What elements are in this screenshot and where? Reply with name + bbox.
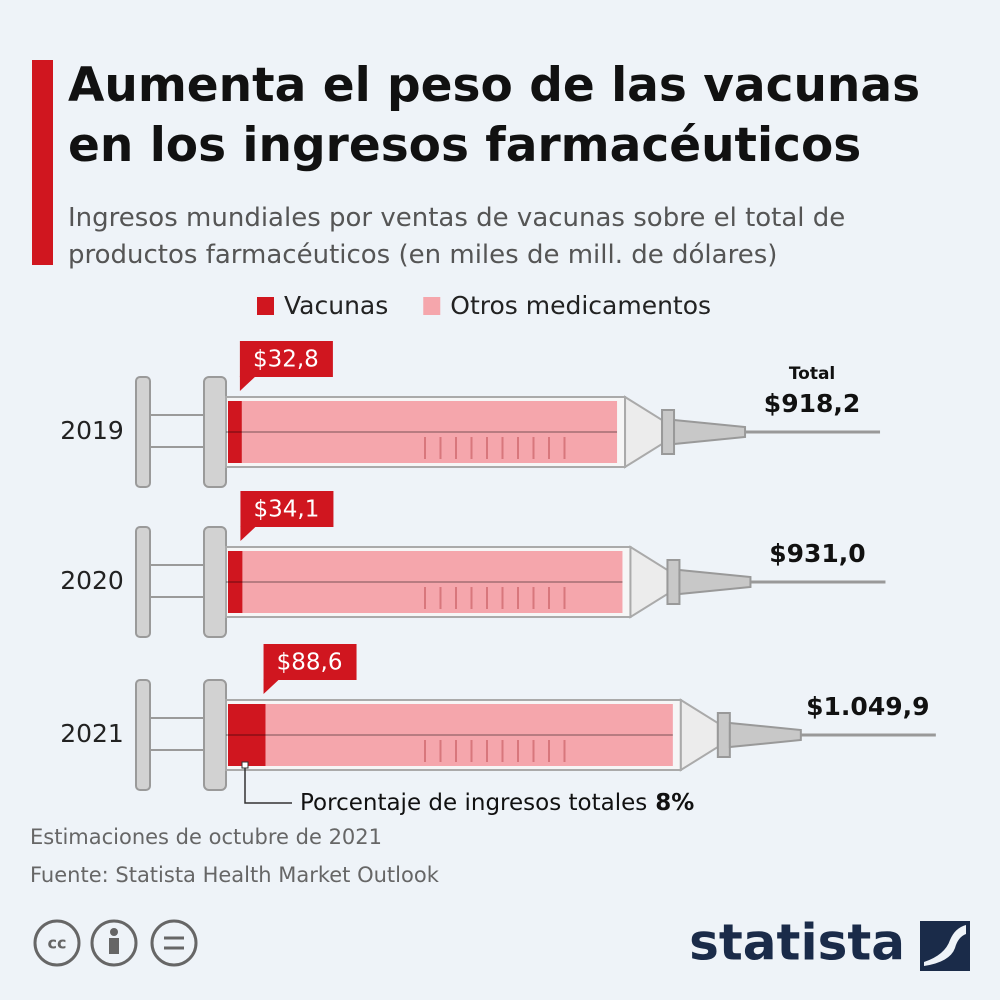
plunger-flange	[135, 526, 151, 638]
brand: statista	[689, 914, 905, 972]
legend-swatch	[257, 297, 274, 315]
annotation-marker	[241, 761, 249, 769]
svg-text:cc: cc	[48, 934, 67, 953]
text-line: Aumenta el peso de las vacunas	[68, 58, 920, 113]
title-accent	[32, 60, 53, 265]
needle-hub	[716, 712, 731, 758]
legend-label: Vacunas	[284, 291, 388, 320]
text-line: productos farmacéuticos (en miles de mil…	[68, 240, 777, 270]
category-label: 2021	[60, 719, 124, 748]
bar-segment	[228, 704, 266, 766]
value-label-pointer	[239, 376, 256, 391]
plunger-head	[203, 679, 227, 791]
plunger-head	[203, 376, 227, 488]
value-label-pointer	[240, 526, 257, 541]
value-label-box	[263, 644, 357, 680]
text-line: Ingresos mundiales por ventas de vacunas…	[68, 203, 845, 233]
plot: 2019 $32,8 $918,2 Total 2020 $34,1 $931,0 2021 $…	[60, 341, 936, 816]
bar-segment	[265, 704, 673, 766]
plunger-flange	[135, 376, 151, 488]
needle-hub	[661, 409, 676, 455]
source: Fuente: Statista Health Market Outlook	[30, 863, 440, 887]
annotation-value: 8%	[655, 790, 694, 816]
license-icons: cc	[33, 919, 198, 967]
bar-segment	[242, 551, 623, 613]
legend-label: Otros medicamentos	[450, 291, 711, 320]
annotation: Porcentaje de ingresos totales 8%	[300, 790, 694, 816]
value-label-pointer	[263, 679, 280, 694]
bar-segment	[241, 401, 618, 463]
value-label: $34,1	[254, 497, 320, 523]
category-label: 2020	[60, 566, 124, 595]
value-label-box	[240, 491, 334, 527]
value-label-box	[239, 341, 333, 377]
bar-segment	[228, 551, 243, 613]
total-label: $931,0	[769, 539, 865, 568]
brand-icon	[920, 921, 970, 971]
plunger-head	[203, 526, 227, 638]
plunger-flange	[135, 679, 151, 791]
bar-segment	[228, 401, 242, 463]
needle-base	[673, 418, 747, 446]
total-label: $1.049,9	[806, 692, 929, 721]
annotation-line	[244, 768, 292, 804]
total-label: $918,2	[764, 389, 860, 418]
value-label: $88,6	[277, 650, 343, 676]
chart-title: Aumenta el peso de las vacunas en los ing…	[68, 58, 920, 173]
value-label: $32,8	[253, 347, 319, 373]
chart-subtitle: Ingresos mundiales por ventas de vacunas…	[68, 203, 845, 270]
legend: Vacunas Otros medicamentos	[257, 291, 711, 320]
needle-hub	[666, 559, 681, 605]
notes: Estimaciones de octubre de 2021	[30, 825, 382, 849]
text-line: en los ingresos farmacéuticos	[68, 118, 861, 173]
category-label: 2019	[60, 416, 124, 445]
legend-swatch	[423, 297, 441, 315]
total-title: Total	[789, 364, 835, 384]
needle-base	[678, 568, 752, 596]
needle-base	[728, 721, 802, 749]
annotation-text: Porcentaje de ingresos totales	[300, 790, 647, 816]
